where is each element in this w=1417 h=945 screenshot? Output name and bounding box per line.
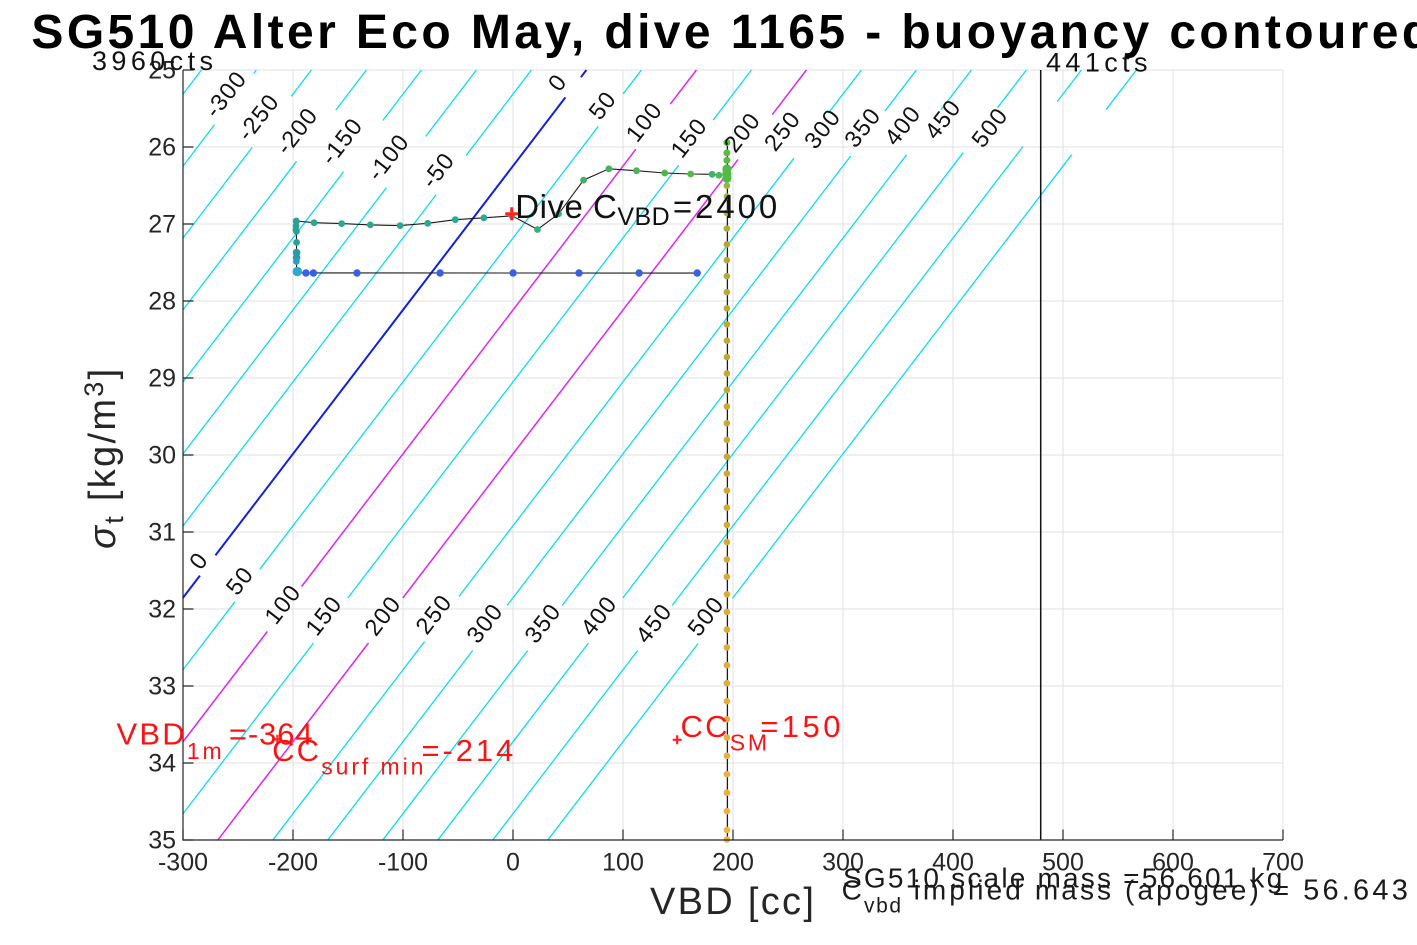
svg-text:27: 27 (148, 211, 176, 239)
svg-text:SG510 Alter Eco May, dive 1165: SG510 Alter Eco May, dive 1165 - buoyanc… (31, 6, 1417, 59)
svg-text:200: 200 (712, 849, 754, 877)
svg-text:500: 500 (1042, 849, 1084, 877)
svg-text:VBD [cc]: VBD [cc] (650, 881, 816, 923)
svg-text:100: 100 (602, 849, 644, 877)
svg-text:σt [kg/m3]: σt [kg/m3] (79, 367, 129, 549)
svg-text:SG510 scale mass =56.601 kg: SG510 scale mass =56.601 kg (843, 862, 1285, 893)
svg-text:441cts: 441cts (1046, 48, 1152, 78)
svg-text:600: 600 (1152, 849, 1194, 877)
svg-text:Dive CVBD=2400: Dive CVBD=2400 (515, 188, 780, 231)
svg-text:-100: -100 (378, 849, 428, 877)
svg-text:33: 33 (148, 673, 176, 701)
svg-text:29: 29 (148, 365, 176, 393)
svg-text:28: 28 (148, 288, 176, 316)
svg-text:700: 700 (1262, 849, 1304, 877)
svg-text:CCsurf min=-214: CCsurf min=-214 (272, 733, 516, 780)
svg-text:3960cts: 3960cts (92, 46, 217, 76)
svg-text:25: 25 (148, 57, 176, 85)
svg-text:400: 400 (932, 849, 974, 877)
svg-text:32: 32 (148, 596, 176, 624)
svg-text:35: 35 (148, 827, 176, 855)
svg-text:-200: -200 (268, 849, 318, 877)
svg-text:34: 34 (148, 750, 176, 778)
svg-text:31: 31 (148, 519, 176, 547)
svg-text:-300: -300 (158, 849, 208, 877)
svg-text:26: 26 (148, 134, 176, 162)
svg-text:30: 30 (148, 442, 176, 470)
svg-text:0: 0 (506, 849, 520, 877)
svg-text:300: 300 (822, 849, 864, 877)
